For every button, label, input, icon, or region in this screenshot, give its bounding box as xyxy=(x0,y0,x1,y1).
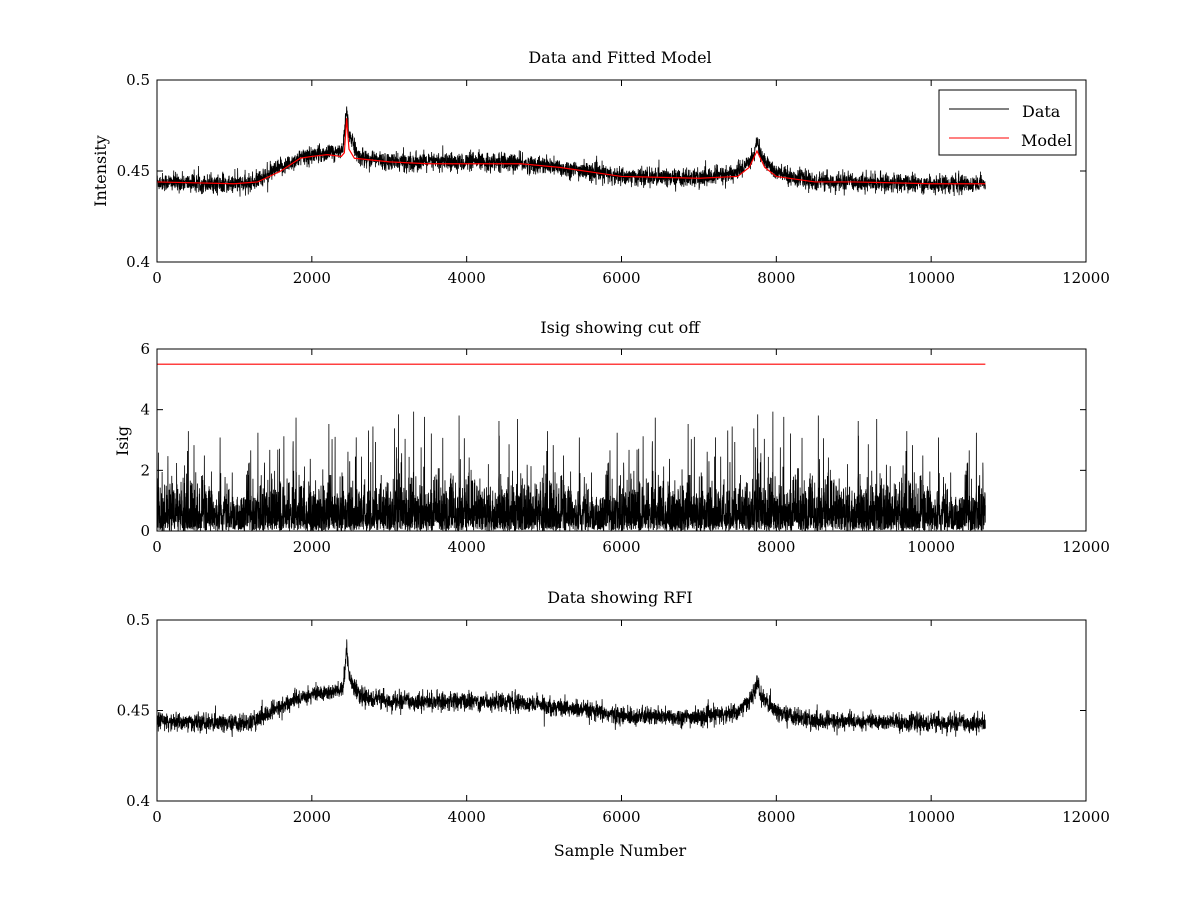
x-tick-label: 12000 xyxy=(1062,808,1110,826)
y-tick-label: 0.4 xyxy=(126,253,150,271)
x-tick-label: 0 xyxy=(152,269,162,287)
legend-entry-model: Model xyxy=(1021,131,1072,150)
x-tick-label: 8000 xyxy=(757,538,795,556)
x-tick-label: 10000 xyxy=(907,269,955,287)
series-isig xyxy=(156,411,986,531)
legend-box xyxy=(938,89,1077,156)
x-tick-label: 6000 xyxy=(602,808,640,826)
x-tick-label: 0 xyxy=(152,538,162,556)
y-tick-label: 4 xyxy=(140,401,150,419)
y-tick-label: 0.5 xyxy=(126,71,150,89)
x-tick-label: 6000 xyxy=(602,269,640,287)
y-tick-label: 0.5 xyxy=(126,611,150,629)
y-tick-label: 0.4 xyxy=(126,792,150,810)
x-tick-label: 0 xyxy=(152,808,162,826)
x-tick-label: 4000 xyxy=(448,538,486,556)
x-tick-label: 6000 xyxy=(602,538,640,556)
x-tick-label: 10000 xyxy=(907,808,955,826)
x-tick-label: 10000 xyxy=(907,538,955,556)
x-tick-label: 12000 xyxy=(1062,538,1110,556)
y-tick-label: 2 xyxy=(140,461,150,479)
series-group xyxy=(156,106,986,197)
chart-title: Data showing RFI xyxy=(547,588,692,607)
panel-data-and-model: Data and Fitted Model Intensity 0 2000 400… xyxy=(91,48,1110,287)
legend-entry-data: Data xyxy=(1022,102,1061,121)
x-tick-label: 4000 xyxy=(448,808,486,826)
y-axis-label: Isig xyxy=(113,426,132,456)
x-tick-label: 4000 xyxy=(448,269,486,287)
y-tick-label: 0 xyxy=(140,522,150,540)
y-axis-label: Intensity xyxy=(91,135,110,207)
x-tick-label: 8000 xyxy=(757,269,795,287)
panel-data-rfi: Data showing RFI Sample Number 0 2000 4000… xyxy=(117,588,1110,860)
y-tick-label: 6 xyxy=(140,340,150,358)
legend: Data Model xyxy=(938,89,1077,156)
chart-title: Data and Fitted Model xyxy=(528,48,711,67)
y-tick-label: 0.45 xyxy=(117,162,150,180)
y-tick-label: 0.45 xyxy=(117,702,150,720)
x-tick-label: 8000 xyxy=(757,808,795,826)
panel-isig: Isig showing cut off Isig 0 2000 4000 6000 8… xyxy=(113,318,1110,556)
series-data xyxy=(156,639,986,737)
x-tick-label: 2000 xyxy=(293,808,331,826)
series-data xyxy=(156,106,986,197)
x-tick-label: 2000 xyxy=(293,269,331,287)
x-axis-label: Sample Number xyxy=(554,841,687,860)
x-tick-label: 12000 xyxy=(1062,269,1110,287)
series-group xyxy=(156,363,986,531)
x-tick-label: 2000 xyxy=(293,538,331,556)
chart-title: Isig showing cut off xyxy=(540,318,701,337)
series-group xyxy=(156,639,986,737)
series-model xyxy=(156,118,986,185)
